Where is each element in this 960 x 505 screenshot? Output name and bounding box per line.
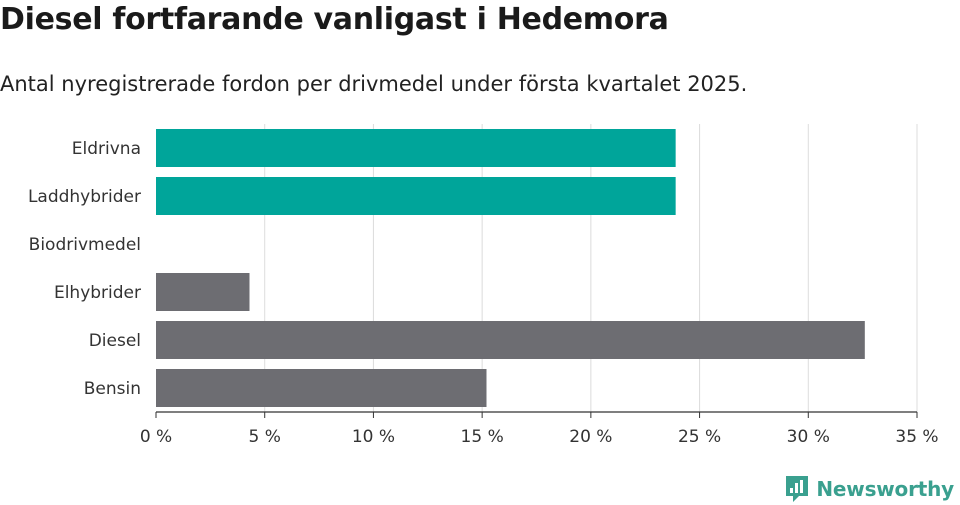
category-label: Bensin (84, 379, 141, 399)
x-tick-label: 35 % (895, 427, 938, 447)
bar-laddhybrider (156, 177, 676, 215)
bar-eldrivna (156, 129, 676, 167)
category-label: Biodrivmedel (29, 235, 141, 255)
bar-elhybrider (156, 273, 250, 311)
category-label: Diesel (89, 331, 141, 351)
category-label: Laddhybrider (28, 187, 141, 207)
x-tick-label: 0 % (140, 427, 172, 447)
category-label: Eldrivna (72, 139, 141, 159)
x-tick-label: 15 % (461, 427, 504, 447)
category-label: Elhybrider (54, 283, 141, 303)
bar-chart: Eldrivna Laddhybrider Biodrivmedel Elhybrid… (28, 124, 939, 447)
brand-logo: Newsworthy (784, 474, 954, 504)
bar-diesel (156, 321, 865, 359)
x-tick-label: 10 % (352, 427, 395, 447)
newsworthy-logo-icon (786, 476, 809, 502)
x-tick-label: 25 % (678, 427, 721, 447)
x-tick-label: 30 % (787, 427, 830, 447)
brand-name: Newsworthy (816, 477, 954, 501)
x-tick-label: 20 % (569, 427, 612, 447)
bar-bensin (156, 369, 487, 407)
chart-subtitle: Antal nyregistrerade fordon per drivmede… (0, 72, 748, 96)
chart-title: Diesel fortfarande vanligast i Hedemora (0, 2, 669, 37)
x-tick-label: 5 % (249, 427, 281, 447)
